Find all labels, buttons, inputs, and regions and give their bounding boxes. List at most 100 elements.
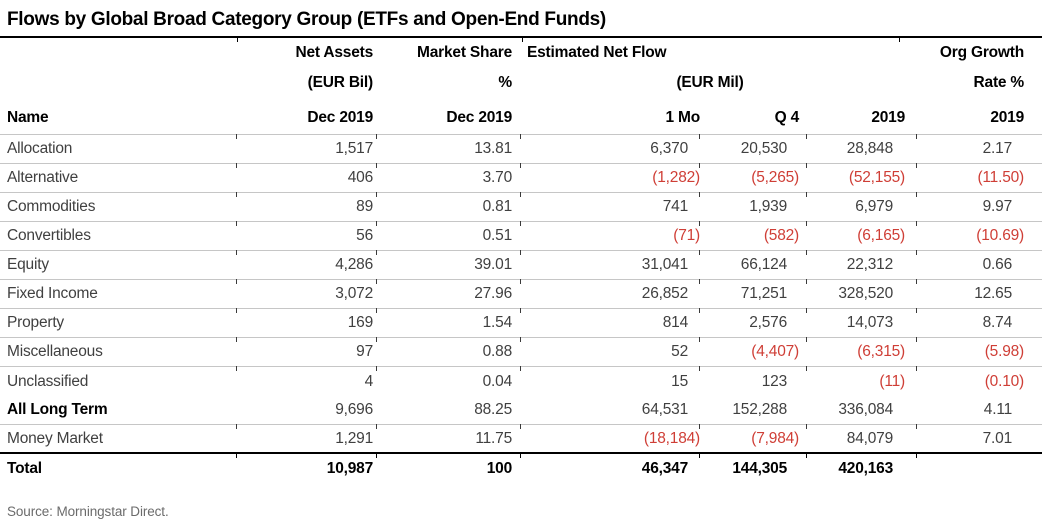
row-name-cell: Property [0,309,237,342]
col-header-2019-growth: 2019 [917,99,1042,135]
value-cell: 2,576) [700,309,807,342]
col-header-estimated-net-flow: Estimated Net Flow [527,44,667,61]
col-header-1mo: 1 Mo [521,99,700,139]
value-cell: (18,184) [521,425,700,458]
value-cell: 4 [364,372,374,390]
value-cell: 39.01 [377,251,521,284]
value-cell: (52,155) [807,164,918,197]
value-cell: 6,979) [807,193,918,226]
value-cell: 97 [237,338,377,371]
value-cell: 1,939) [700,193,807,226]
value-cell: 123) [761,372,787,390]
row-name-cell: Unclassified [7,372,89,390]
value-cell: 46,347) [641,459,688,477]
col-header-2019-flow: 2019 [807,99,918,139]
header-unit-row: (EUR Bil) % (EUR Mil) Rate % [0,69,1042,99]
value-cell: 8.74) [917,309,1042,338]
value-cell: 15) [671,372,688,390]
col-header-dec-2019-assets: Dec 2019 [237,99,377,139]
value-cell: (7,984) [700,425,807,458]
flows-table: Net Assets Market Share Estimated Net Fl… [0,38,1042,483]
row-name-cell: Equity [0,251,237,284]
value-cell: 4,286 [237,251,377,284]
value-cell: (11.50) [917,164,1042,193]
col-header-dec-2019-share: Dec 2019 [377,99,521,139]
row-name-cell: Convertibles [0,222,237,255]
row-name-cell: Total [7,459,42,477]
page-title: Flows by Global Broad Category Group (ET… [7,9,606,30]
value-cell: 22,312) [807,251,918,284]
value-cell: (1,282) [521,164,700,197]
header-period-row: Name Dec 2019 Dec 2019 1 Mo Q 4 2019 201… [0,99,1042,139]
value-cell: 4.11) [917,396,1042,425]
row-name-cell: Allocation [0,135,237,168]
value-cell: (5,265) [700,164,807,197]
value-cell: 0.81 [377,193,521,226]
source-note: Source: Morningstar Direct. [7,504,169,519]
value-cell: (4,407) [700,338,807,371]
value-cell: 52) [521,338,700,371]
value-cell: (10.69) [917,222,1042,251]
table-row: Fixed Income3,07227.9626,852)71,251)328,… [0,280,1042,313]
table-row: Equity4,28639.0131,041)66,124)22,312)0.6… [0,251,1042,284]
value-cell: (582) [700,222,807,255]
value-cell [917,454,1042,483]
value-cell: 2.17) [917,135,1042,164]
value-cell: 11.75 [377,425,521,458]
row-name-cell: Miscellaneous [0,338,237,371]
column-group-tick [522,38,523,42]
value-cell: 20,530) [700,135,807,168]
value-cell: 0.04 [482,372,513,390]
unit-eur-mil: (EUR Mil) [676,74,744,91]
table-row: Convertibles 56 0.51 (71) (582) (6,165) (10.69… [0,222,1042,255]
value-cell: 1.54 [377,309,521,342]
table-row: Money Market 1,291 11.75 (18,184) (7,984) 84,… [0,425,1042,458]
value-cell: (71) [521,222,700,255]
value-cell: 88.25 [377,396,521,429]
row-name-cell: Commodities [0,193,237,226]
value-cell: 56 [237,222,377,255]
col-header-name: Name [0,99,237,139]
unit-percent: % [498,74,512,91]
value-cell: 0.66) [917,251,1042,280]
value-cell: 814) [521,309,700,342]
table-row: All Long Term9,69688.2564,531)152,288)33… [0,396,1042,429]
value-cell: 336,084) [807,396,918,429]
value-cell: 169 [237,309,377,342]
table-row: Allocation1,51713.816,370)20,530)28,848)… [0,135,1042,168]
value-cell: 3.70 [377,164,521,197]
table-row: Total 10,987 100 46,347) 144,305) 420,163) [0,454,1042,483]
value-cell: 14,073) [807,309,918,342]
value-cell: 89 [237,193,377,226]
column-group-tick [237,38,238,42]
value-cell: 100 [486,459,512,477]
value-cell: 741) [521,193,700,226]
value-cell: 9,696 [237,396,377,429]
header-spacer [0,69,237,99]
value-cell: 13.81 [377,135,521,168]
value-cell: 31,041) [521,251,700,284]
table-row: Miscellaneous970.8852)(4,407)(6,315)(5.9… [0,338,1042,371]
header-group-row: Net Assets Market Share Estimated Net Fl… [0,38,1042,69]
value-cell: 1,517 [237,135,377,168]
value-cell: 406 [237,164,377,197]
col-header-q4: Q 4 [700,99,807,139]
value-cell: 12.65) [917,280,1042,309]
unit-eur-bil: (EUR Bil) [307,74,374,91]
value-cell: 3,072 [237,280,377,313]
value-cell: (5.98) [917,338,1042,367]
value-cell: 84,079) [807,425,918,458]
row-name-cell: Money Market [0,425,237,458]
value-cell: 10,987 [326,459,373,477]
value-cell: 6,370) [521,135,700,168]
value-cell: (11) [879,372,906,390]
value-cell: (0.10) [984,372,1025,390]
col-header-net-assets: Net Assets [295,44,373,61]
table-row: Unclassified 4 0.04 15) 123) (11) (0.10) [0,367,1042,396]
col-header-org-growth: Org Growth [939,44,1025,61]
header-spacer [0,38,237,69]
value-cell: 0.88 [377,338,521,371]
value-cell: 27.96 [377,280,521,313]
